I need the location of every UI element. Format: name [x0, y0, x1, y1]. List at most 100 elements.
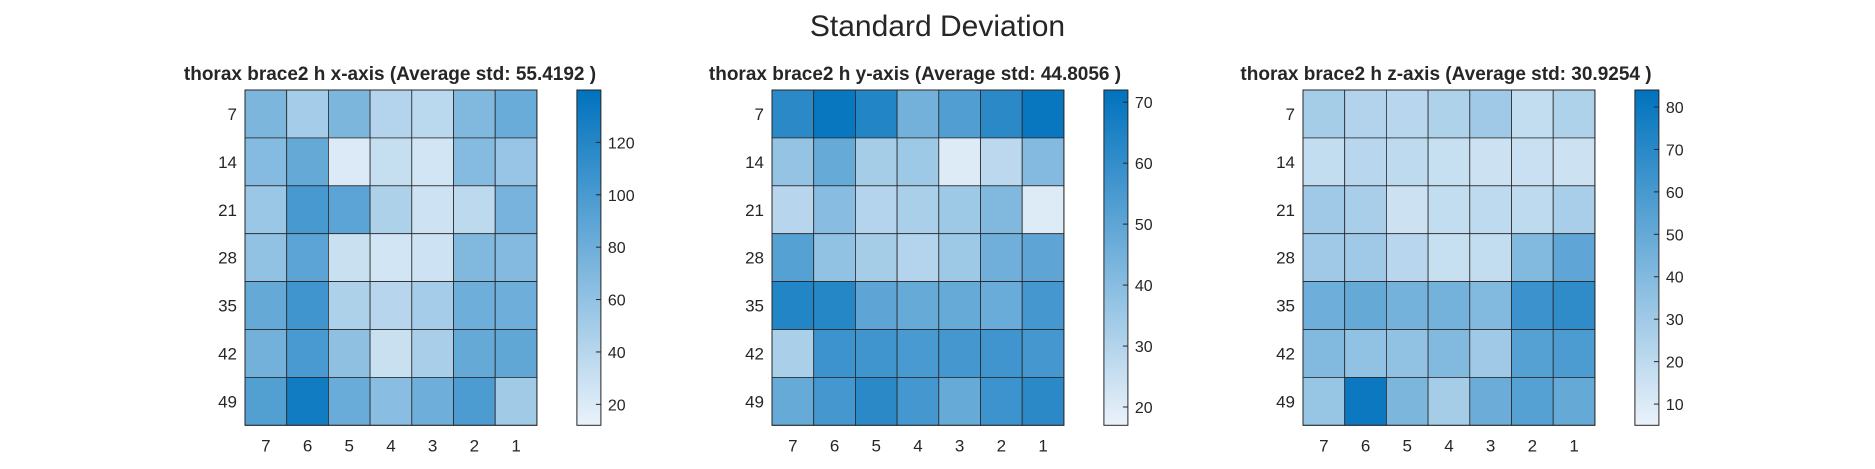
- x-tick-label: 2: [997, 436, 1006, 455]
- heatmap-cell: [1302, 281, 1346, 330]
- x-tick-label: 6: [303, 436, 312, 455]
- colorbar-tick-label: 120: [608, 135, 635, 152]
- heatmap-cell: [1386, 137, 1429, 187]
- x-tick-label: 4: [1444, 436, 1453, 455]
- heatmap-cell: [411, 137, 454, 187]
- heatmap-cell: [1386, 233, 1429, 282]
- heatmap-cell: [1552, 185, 1596, 235]
- heatmap-cell: [411, 233, 454, 282]
- heatmap-cell: [1469, 137, 1512, 187]
- x-tick-label: 2: [470, 436, 479, 455]
- heatmap-cell: [771, 329, 815, 378]
- heatmap-cell: [244, 329, 288, 378]
- colorbar-tick-label: 40: [608, 345, 626, 362]
- y-tick-label: 49: [218, 392, 237, 411]
- heatmap-cell: [494, 376, 538, 426]
- heatmap-cell: [286, 329, 329, 378]
- heatmap-cell: [1469, 376, 1512, 426]
- heatmap-cell: [1344, 89, 1387, 139]
- heatmap-cell: [896, 185, 940, 235]
- heatmap-cell: [369, 89, 413, 139]
- heatmap-cell: [1511, 89, 1554, 139]
- heatmap-cell: [244, 376, 288, 426]
- y-tick-label: 35: [218, 297, 237, 316]
- heatmap-cell: [938, 329, 981, 378]
- heatmap-cell: [1344, 281, 1387, 330]
- colorbar-tick-label: 40: [1135, 278, 1153, 295]
- heatmap-cell: [1552, 376, 1596, 426]
- colorbar-tick-label: 40: [1666, 270, 1684, 287]
- x-tick-label: 2: [1528, 436, 1537, 455]
- subplot-title: thorax brace2 h y-axis (Average std: 44.…: [709, 64, 1121, 85]
- heatmap-cell: [494, 137, 538, 187]
- colorbar-tick-label: 70: [1135, 95, 1153, 112]
- heatmap-cell: [813, 185, 856, 235]
- heatmap-cell: [1302, 137, 1346, 187]
- heatmap-cell: [494, 185, 538, 235]
- y-tick-label: 42: [218, 344, 237, 363]
- heatmap-cell: [411, 376, 454, 426]
- heatmap-cell: [1427, 233, 1471, 282]
- subplot-title: thorax brace2 h x-axis (Average std: 55.…: [184, 64, 596, 85]
- heatmap-cell: [244, 185, 288, 235]
- heatmap-cell: [1427, 89, 1471, 139]
- heatmap-cell: [1021, 89, 1065, 139]
- heatmap-cell: [369, 233, 413, 282]
- x-tick-label: 5: [872, 436, 881, 455]
- heatmap-cell: [896, 233, 940, 282]
- heatmap-cell: [494, 281, 538, 330]
- heatmap-cell: [938, 233, 981, 282]
- heatmap-cell: [813, 137, 856, 187]
- x-tick-label: 5: [1403, 436, 1412, 455]
- heatmap-cell: [411, 185, 454, 235]
- y-tick-label: 49: [745, 392, 764, 411]
- heatmap-cell: [1021, 137, 1065, 187]
- heatmap-cell: [771, 137, 815, 187]
- heatmap-cell: [1427, 137, 1471, 187]
- heatmap-cell: [855, 233, 898, 282]
- heatmap-cell: [286, 281, 329, 330]
- heatmap-cell: [327, 329, 371, 378]
- x-tick-label: 1: [1038, 436, 1047, 455]
- heatmap-cell: [286, 376, 329, 426]
- heatmap-cell: [813, 89, 856, 139]
- heatmap-cell: [369, 376, 413, 426]
- heatmap-cell: [1427, 376, 1471, 426]
- heatmap-cell: [1344, 329, 1387, 378]
- x-tick-label: 3: [1486, 436, 1495, 455]
- heatmap-cell: [1302, 376, 1346, 426]
- heatmap-cell: [980, 233, 1023, 282]
- heatmap-cell: [1344, 185, 1387, 235]
- heatmap-cell: [1344, 376, 1387, 426]
- heatmap-cell: [453, 233, 496, 282]
- colorbar-tick-label: 80: [1666, 100, 1684, 117]
- heatmap-cell: [855, 137, 898, 187]
- heatmap-cell: [327, 185, 371, 235]
- heatmap-cell: [494, 89, 538, 139]
- heatmap-cell: [813, 281, 856, 330]
- x-tick-label: 6: [830, 436, 839, 455]
- heatmap-cell: [453, 137, 496, 187]
- heatmap-cell: [1511, 185, 1554, 235]
- heatmap-cell: [1469, 233, 1512, 282]
- heatmap-cell: [369, 185, 413, 235]
- heatmap-cell: [1469, 329, 1512, 378]
- y-tick-label: 49: [1276, 392, 1295, 411]
- heatmap-cell: [369, 281, 413, 330]
- colorbar-tick-label: 10: [1666, 397, 1684, 414]
- heatmap-cell: [327, 233, 371, 282]
- heatmap-cell: [1552, 89, 1596, 139]
- heatmap-cell: [980, 185, 1023, 235]
- heatmap-cell: [980, 329, 1023, 378]
- colorbar-tick-label: 70: [1666, 142, 1684, 159]
- x-tick-label: 3: [955, 436, 964, 455]
- heatmap-cell: [938, 185, 981, 235]
- colorbar-tick-label: 30: [1135, 339, 1153, 356]
- heatmap-cell: [896, 376, 940, 426]
- heatmap-cell: [1386, 281, 1429, 330]
- plot-frame: [244, 89, 538, 426]
- plot-frame: [1302, 89, 1596, 426]
- colorbar-tick-label: 50: [1135, 217, 1153, 234]
- heatmap-cell: [1552, 281, 1596, 330]
